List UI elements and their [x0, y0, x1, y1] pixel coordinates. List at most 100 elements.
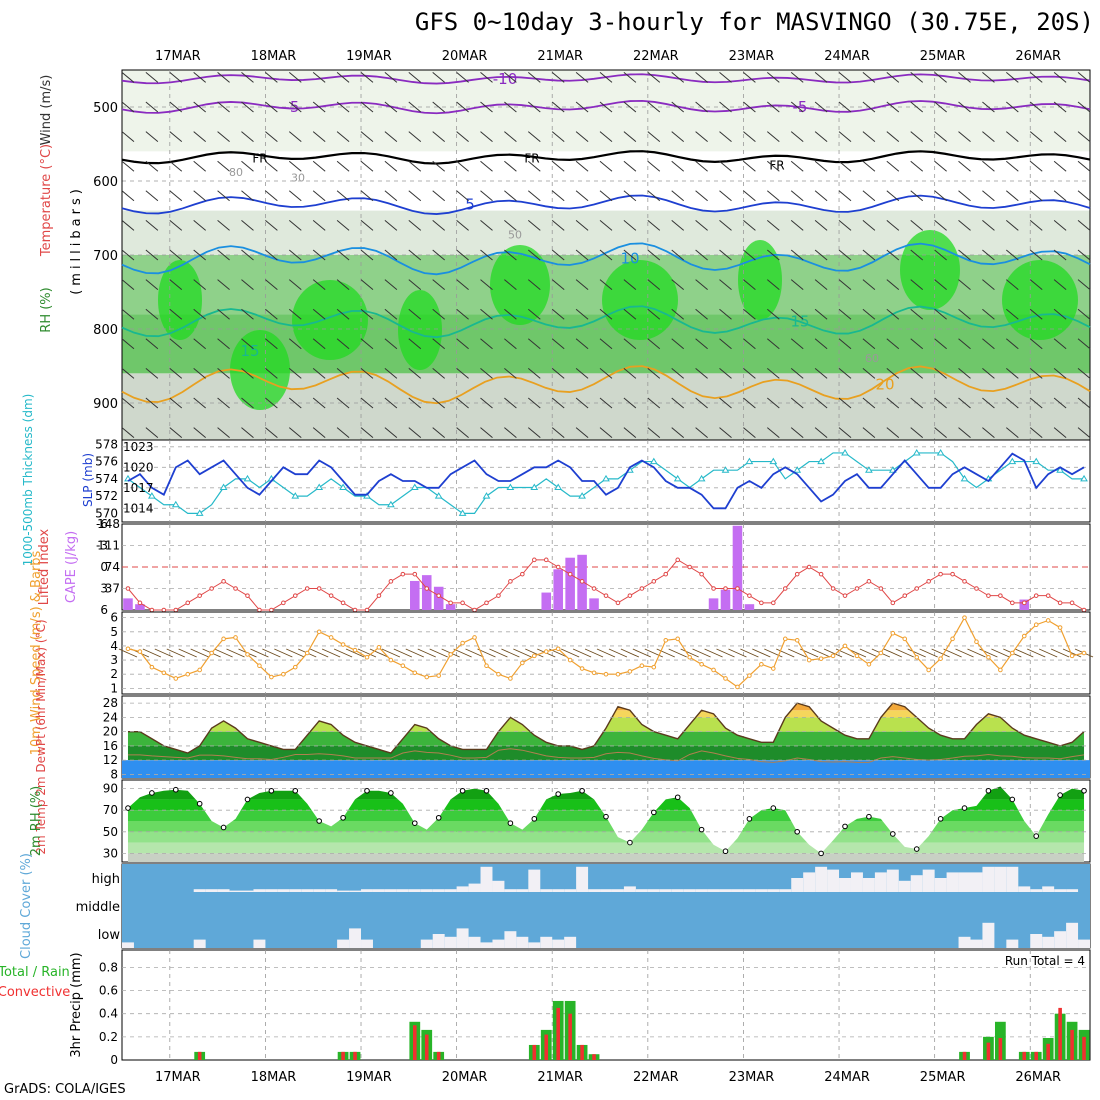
- cloud-bar-high: [683, 889, 696, 892]
- wind-barb: [695, 279, 708, 290]
- wind-barb: [193, 308, 206, 320]
- wind-barb: [360, 427, 374, 438]
- rh-point: [244, 796, 251, 803]
- lifted-index-point: [926, 579, 931, 584]
- wind-barb: [312, 190, 326, 202]
- wind-barb: [145, 249, 159, 261]
- rh-point: [961, 805, 968, 811]
- lifted-index-point: [699, 571, 704, 577]
- wind-barb: [862, 72, 876, 83]
- wind-barb: [766, 220, 780, 231]
- wind-barb: [456, 131, 469, 142]
- wind-barb: [695, 308, 708, 320]
- wind-barb: [1029, 308, 1043, 320]
- wind-barb: [551, 338, 565, 350]
- contour-label-rh60: 60: [865, 352, 879, 365]
- lifted-index-point: [328, 593, 334, 598]
- cloud-bar-high: [886, 869, 899, 892]
- ylabel-wind: Wind (m/s): [39, 75, 54, 146]
- lifted-index-point: [185, 600, 191, 606]
- wind-barb: [288, 427, 302, 438]
- wind-barb: [671, 308, 685, 320]
- wind-barb: [1077, 249, 1091, 261]
- wind-barb: [958, 101, 971, 113]
- lifted-index-point: [496, 593, 501, 598]
- wind-barb: [623, 368, 637, 379]
- cloud-bar-high: [1054, 889, 1067, 892]
- wind-speed-point: [818, 656, 824, 661]
- wind-barb: [695, 220, 708, 231]
- wind-tick: 4: [110, 639, 118, 653]
- thickness-point: [554, 483, 563, 490]
- wind-barb: [695, 72, 708, 83]
- wind-barb: [241, 160, 254, 172]
- precip-convective-bar: [1046, 1043, 1050, 1060]
- wind-barb: [958, 338, 971, 350]
- thickness-point: [147, 492, 156, 499]
- wind-barb: [288, 160, 302, 172]
- temp-band: [127, 717, 1085, 732]
- wind-barb: [265, 368, 278, 379]
- wind-barb: [551, 101, 565, 113]
- lifted-index-point: [663, 571, 669, 577]
- wind-barb: [408, 368, 422, 379]
- wind-barb: [671, 397, 685, 409]
- wind-barb: [1053, 397, 1067, 409]
- cloud-bar-low: [1066, 922, 1079, 948]
- wind-barb-10m: [907, 648, 926, 658]
- wind-tick: 2: [110, 667, 118, 681]
- wind-barb: [838, 308, 852, 320]
- wind-barb: [121, 101, 135, 113]
- wind-speed-point: [998, 667, 1003, 673]
- lifted-index-point: [484, 600, 489, 606]
- wind-barb: [217, 131, 230, 142]
- rh-point: [937, 816, 944, 822]
- wind-barb: [790, 427, 804, 438]
- rh-point: [1009, 796, 1016, 803]
- x-tick-top: 20MAR: [442, 49, 488, 64]
- wind-barb: [217, 72, 230, 83]
- wind-barb: [1053, 427, 1067, 438]
- cloud-bar-high: [707, 889, 720, 892]
- wind-barb: [766, 249, 780, 261]
- precip-convective-bar: [436, 1051, 441, 1060]
- cloud-bar-low: [444, 936, 457, 948]
- wind-barb: [265, 338, 278, 350]
- wind-speed-point: [711, 667, 716, 673]
- wind-barb: [288, 368, 302, 379]
- cloud-bar-high: [970, 872, 983, 892]
- wind-barb: [814, 279, 828, 290]
- rh-point: [627, 839, 633, 846]
- wind-barb: [862, 131, 876, 142]
- lifted-index-point: [520, 571, 525, 577]
- wind-barb: [408, 397, 422, 409]
- x-tick-top: 25MAR: [920, 49, 966, 64]
- lifted-index-point: [962, 579, 967, 584]
- rh-point: [1033, 833, 1040, 839]
- cloud-level-label: high: [92, 872, 120, 887]
- wind-barb: [217, 338, 230, 350]
- wind-speed-point: [675, 636, 681, 642]
- wind-barb: [456, 190, 469, 202]
- wind-speed-point: [603, 671, 609, 677]
- rh-moist-cell: [738, 240, 782, 320]
- thickness-point: [769, 457, 778, 465]
- precip-convective-bar: [962, 1051, 967, 1060]
- thickness-point: [219, 483, 228, 490]
- wind-barb: [814, 308, 828, 320]
- cloud-bar-low: [361, 939, 373, 948]
- wind-barb: [504, 249, 517, 261]
- wind-barb: [360, 101, 374, 113]
- wind-barb: [480, 72, 493, 83]
- cloud-bar-high: [767, 889, 780, 892]
- wind-speed-point: [281, 671, 286, 677]
- wind-barb: [360, 220, 374, 231]
- wind-barb: [575, 397, 589, 409]
- x-tick-bottom: 17MAR: [155, 1070, 201, 1085]
- thickness-point: [315, 483, 324, 490]
- wind-barb: [934, 279, 947, 290]
- wind-barb: [360, 72, 374, 83]
- rh-point: [842, 823, 848, 830]
- temp-tick: 24: [103, 710, 118, 724]
